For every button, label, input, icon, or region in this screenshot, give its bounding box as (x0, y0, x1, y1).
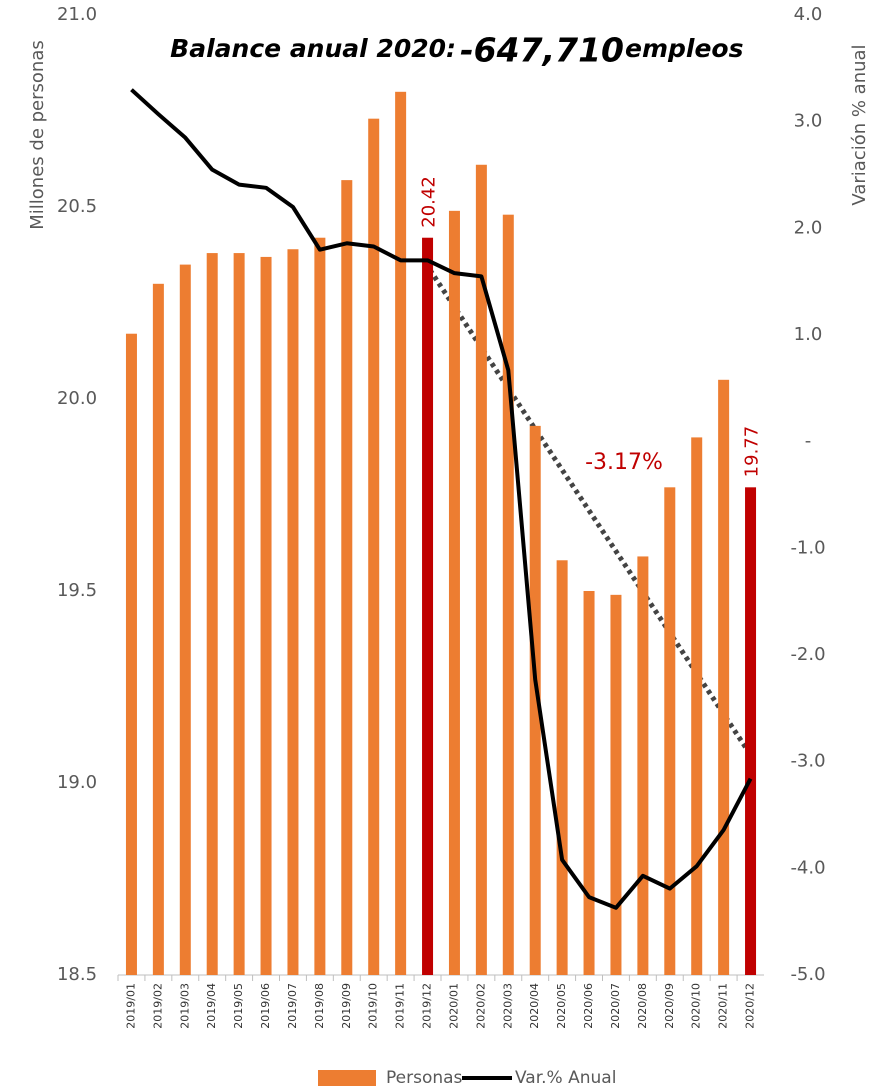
x-tick-label: 2019/07 (286, 983, 299, 1029)
x-tick-label: 2020/09 (663, 983, 676, 1029)
y2-tick-label: 1.0 (794, 324, 823, 345)
y2-tick-label: 4.0 (794, 4, 823, 25)
x-tick-label: 2019/11 (394, 983, 407, 1029)
bar (125, 333, 137, 976)
x-tick-label: 2019/09 (340, 983, 353, 1029)
x-tick-label: 2020/04 (528, 983, 541, 1029)
x-tick-label: 2020/11 (717, 983, 730, 1029)
y2-tick-label: -1.0 (790, 537, 825, 558)
x-tick-label: 2020/10 (690, 983, 703, 1029)
y2-axis-label: Variación % anual (849, 44, 870, 205)
y-axis-label: Millones de personas (27, 40, 48, 229)
x-tick-label: 2020/07 (609, 983, 622, 1029)
bar (718, 379, 730, 975)
y-tick-label: 19.0 (57, 772, 97, 793)
bar (206, 253, 218, 975)
y2-tick-label: -4.0 (790, 857, 825, 878)
bar (152, 283, 164, 975)
x-tick-label: 2019/01 (124, 983, 137, 1029)
x-tick-label: 2019/06 (259, 983, 272, 1029)
bar (179, 264, 191, 976)
bar (691, 437, 703, 975)
bar (502, 214, 514, 975)
bar (314, 237, 326, 976)
y-tick-label: 21.0 (57, 4, 97, 25)
x-tick-label: 2019/10 (367, 983, 380, 1029)
title-unit: empleos (625, 34, 743, 63)
x-tick-label: 2020/01 (447, 983, 460, 1029)
bar (556, 560, 568, 975)
y-tick-label: 20.5 (57, 196, 97, 217)
bar (233, 253, 245, 975)
bar (287, 249, 299, 976)
title-number: -647,710 (460, 31, 624, 70)
x-tick-label: 2020/05 (555, 983, 568, 1029)
bar (260, 256, 272, 975)
legend-label: Personas (386, 1068, 463, 1088)
bar (529, 425, 541, 975)
y-tick-label: 18.5 (57, 964, 97, 985)
x-tick-label: 2019/12 (421, 983, 434, 1029)
y-tick-label: 19.5 (57, 580, 97, 601)
legend-swatch (318, 1070, 376, 1086)
legend-label: Var.% Anual (515, 1068, 616, 1088)
bar (664, 487, 676, 975)
x-tick-label: 2020/02 (474, 983, 487, 1029)
bar (637, 556, 649, 975)
value-label: 19.77 (742, 426, 763, 478)
title-text: Balance anual 2020: (170, 34, 456, 63)
bar (368, 118, 380, 976)
x-tick-label: 2020/06 (582, 983, 595, 1029)
x-tick-label: 2020/08 (636, 983, 649, 1029)
x-tick-label: 2019/03 (178, 983, 191, 1029)
bar (583, 591, 595, 975)
bar (475, 164, 487, 975)
y2-tick-label: -5.0 (790, 964, 825, 985)
x-tick-label: 2019/02 (151, 983, 164, 1029)
annotation: -3.17% (585, 450, 663, 475)
y2-tick-label: -3.0 (790, 751, 825, 772)
bar (448, 210, 460, 976)
bar (422, 237, 434, 976)
x-tick-label: 2019/04 (205, 983, 218, 1029)
y2-tick-label: -2.0 (790, 644, 825, 665)
bar (745, 487, 757, 975)
y-tick-label: 20.0 (57, 388, 97, 409)
bar (341, 180, 353, 975)
value-label: 20.42 (419, 176, 440, 228)
x-tick-label: 2019/05 (232, 983, 245, 1029)
line (130, 88, 753, 910)
x-tick-label: 2020/03 (501, 983, 514, 1029)
x-tick-label: 2019/08 (313, 983, 326, 1029)
bar (610, 594, 622, 975)
bar (395, 91, 407, 976)
y2-tick-label: - (805, 431, 812, 452)
y2-tick-label: 2.0 (794, 217, 823, 238)
y2-tick-label: 3.0 (794, 111, 823, 132)
x-tick-label: 2020/12 (744, 983, 757, 1029)
